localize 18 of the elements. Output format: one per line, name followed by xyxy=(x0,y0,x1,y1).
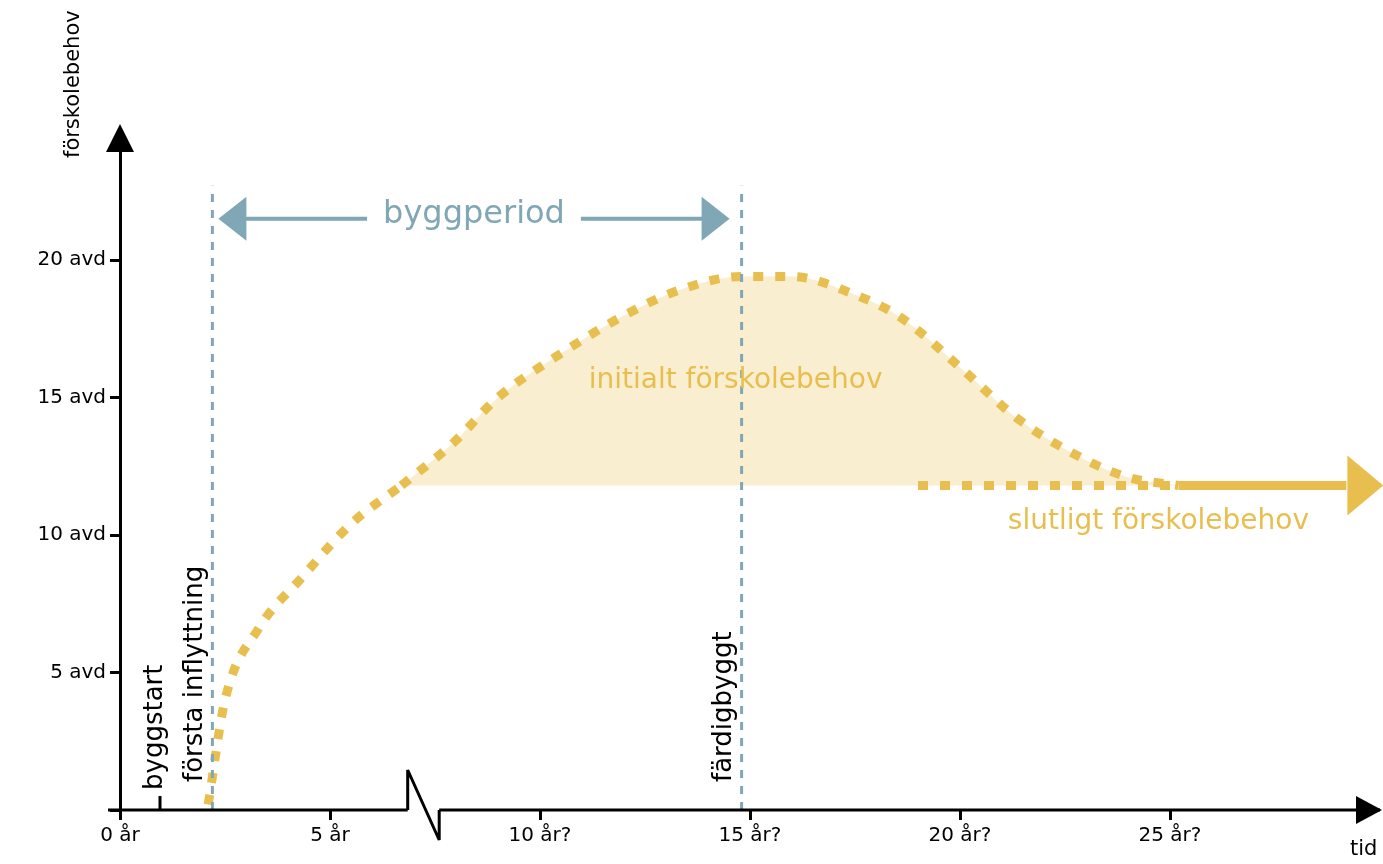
y-tick-label: 15 avd xyxy=(37,383,106,408)
x-tick-label: 10 år? xyxy=(508,822,572,847)
y-axis-title: förskolebehov xyxy=(60,10,84,158)
x-tick-label: 25 år? xyxy=(1138,822,1202,847)
y-tick-label: 20 avd xyxy=(37,246,106,271)
y-tick-label: 5 avd xyxy=(50,658,106,683)
x-tick-label: 0 år xyxy=(100,822,141,847)
x-axis-title: tid xyxy=(1350,836,1378,860)
series-label: initialt förskolebehov xyxy=(588,362,883,396)
annotation: byggstart xyxy=(137,664,168,790)
x-tick-label: 20 år? xyxy=(928,822,992,847)
x-tick-label: 15 år? xyxy=(718,822,782,847)
y-tick-label: 10 avd xyxy=(37,521,106,546)
x-tick-label: 5 år xyxy=(310,822,351,847)
ref-line-label: färdigbyggt xyxy=(707,631,738,782)
series-label: slutligt förskolebehov xyxy=(1007,502,1309,536)
annotation: byggperiod xyxy=(383,193,565,232)
ref-line-label: första inflyttning xyxy=(178,565,209,782)
